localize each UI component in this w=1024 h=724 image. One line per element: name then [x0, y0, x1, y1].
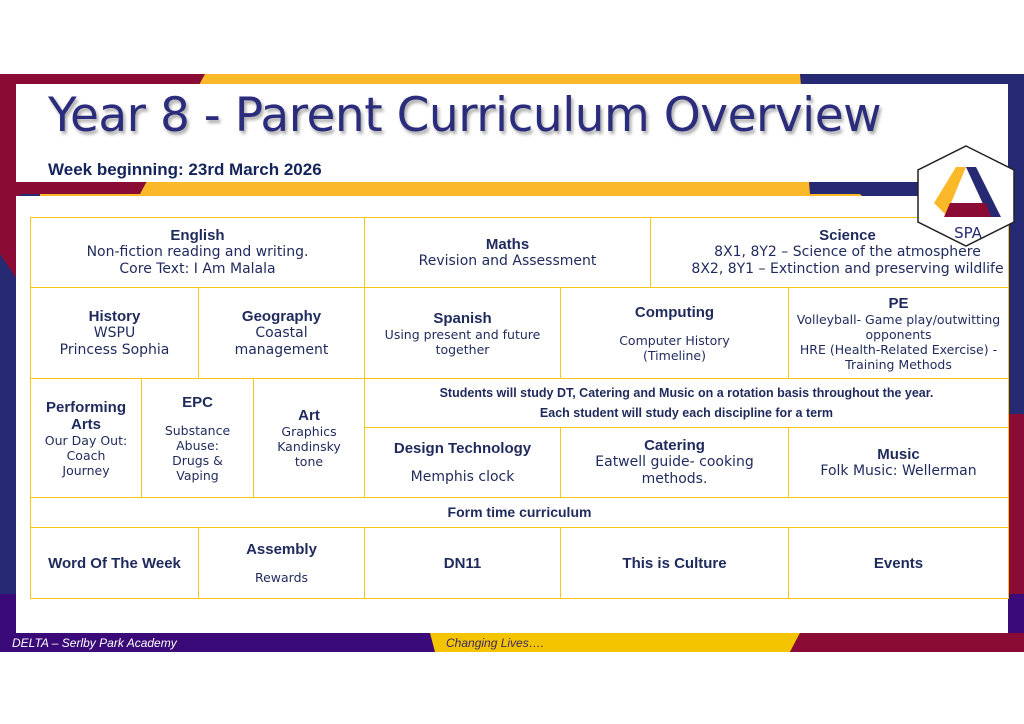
subject-title: Science: [819, 227, 876, 244]
cell-catering: Catering Eatwell guide- cooking methods.: [560, 427, 789, 498]
subject-title: History: [88, 307, 141, 325]
subject-title: Assembly: [246, 541, 317, 558]
subject-title: Computing: [634, 303, 715, 321]
subject-title: Maths: [485, 235, 530, 253]
cell-text: Journey: [62, 462, 110, 478]
subject-title: DN11: [443, 554, 482, 572]
cell-text: Coastal: [255, 324, 308, 341]
cell-text: (Timeline): [643, 347, 706, 363]
cell-text: management: [234, 341, 329, 358]
subject-title: Catering: [644, 437, 705, 454]
subject-title: English: [170, 227, 225, 244]
cell-pe: PE Volleyball- Game play/outwitting oppo…: [788, 287, 1009, 379]
cell-text: Princess Sophia: [59, 341, 170, 358]
cell-english: English Non-fiction reading and writing.…: [30, 217, 365, 288]
page-title: Year 8 - Parent Curriculum Overview: [48, 88, 882, 143]
footer-motto: Changing Lives….: [446, 636, 545, 650]
cell-text: Training Methods: [845, 356, 952, 372]
cell-this-is-culture: This is Culture: [560, 527, 789, 599]
subject-title: Geography: [241, 307, 322, 325]
cell-science: Science 8X1, 8Y2 – Science of the atmosp…: [650, 217, 1009, 288]
cell-text: Computer History: [619, 332, 730, 348]
cell-text: Kandinsky: [277, 439, 341, 454]
subject-title: Performing: [45, 398, 126, 416]
subject-title: PE: [888, 294, 909, 312]
cell-epc: EPC Substance Abuse: Drugs & Vaping: [141, 378, 254, 498]
logo-text: SPA: [954, 224, 983, 242]
subject-title: Design Technology: [393, 439, 532, 457]
cell-maths: Maths Revision and Assessment: [364, 217, 651, 288]
cell-word-of-the-week: Word Of The Week: [30, 527, 199, 599]
cell-assembly: Assembly Rewards: [198, 527, 365, 599]
cell-text: Substance: [164, 422, 231, 438]
subject-title: Music: [877, 445, 920, 463]
cell-events: Events: [788, 527, 1009, 599]
cell-computing: Computing Computer History (Timeline): [560, 287, 789, 379]
cell-text: Volleyball- Game play/outwitting: [796, 311, 1001, 327]
cell-text: Graphics: [281, 424, 337, 439]
cell-text: 8X1, 8Y2 – Science of the atmosphere: [714, 244, 981, 260]
cell-text: Each student will study each discipline …: [539, 406, 834, 420]
cell-text: HRE (Health-Related Exercise) -: [799, 341, 998, 357]
subject-title: Word Of The Week: [48, 554, 181, 572]
cell-text: Students will study DT, Catering and Mus…: [439, 386, 934, 400]
cell-geography: Geography Coastal management: [198, 287, 365, 379]
cell-text: Non-fiction reading and writing.: [86, 244, 309, 260]
cell-text: Memphis clock: [410, 468, 515, 485]
footer-school-name: DELTA – Serlby Park Academy: [12, 636, 177, 650]
rotation-note: Students will study DT, Catering and Mus…: [364, 378, 1009, 428]
header-panel: [16, 84, 1008, 182]
cell-text: opponents: [865, 326, 932, 342]
cell-text: Using present and future: [384, 326, 541, 342]
spa-logo: SPA: [917, 145, 1015, 247]
cell-text: Abuse:: [176, 437, 219, 453]
subject-title: Form time curriculum: [447, 504, 592, 520]
cell-text: Rewards: [254, 570, 309, 585]
cell-text: Core Text: I Am Malala: [119, 261, 276, 277]
cell-spanish: Spanish Using present and future togethe…: [364, 287, 561, 379]
cell-text: Drugs &: [172, 452, 223, 468]
subject-title: Events: [873, 554, 924, 572]
cell-text: tone: [294, 454, 324, 469]
cell-text: Coach: [66, 447, 106, 463]
cell-text: together: [435, 341, 490, 357]
week-beginning: Week beginning: 23rd March 2026: [48, 160, 322, 179]
main-panel: [16, 196, 1008, 633]
subject-title: This is Culture: [622, 554, 727, 572]
cell-history: History WSPU Princess Sophia: [30, 287, 199, 379]
subject-title: Spanish: [433, 309, 492, 327]
cell-design-technology: Design Technology Memphis clock: [364, 427, 561, 498]
cell-text: Our Day Out:: [44, 432, 128, 448]
subject-title: Arts: [70, 415, 101, 433]
cell-text: WSPU: [93, 324, 136, 341]
cell-text: Revision and Assessment: [418, 252, 597, 269]
cell-text: Vaping: [176, 467, 219, 483]
subject-title: EPC: [182, 393, 213, 411]
subject-title: Art: [298, 407, 320, 424]
cell-text: Folk Music: Wellerman: [820, 462, 977, 479]
cell-music: Music Folk Music: Wellerman: [788, 427, 1009, 498]
cell-dn11: DN11: [364, 527, 561, 599]
form-time-header: Form time curriculum: [30, 497, 1009, 528]
cell-performing-arts: Performing Arts Our Day Out: Coach Journ…: [30, 378, 142, 498]
cell-art: Art Graphics Kandinsky tone: [253, 378, 365, 498]
cell-text: Eatwell guide- cooking: [595, 454, 754, 470]
cell-text: methods.: [641, 471, 708, 487]
cell-text: 8X2, 8Y1 – Extinction and preserving wil…: [691, 261, 1004, 277]
